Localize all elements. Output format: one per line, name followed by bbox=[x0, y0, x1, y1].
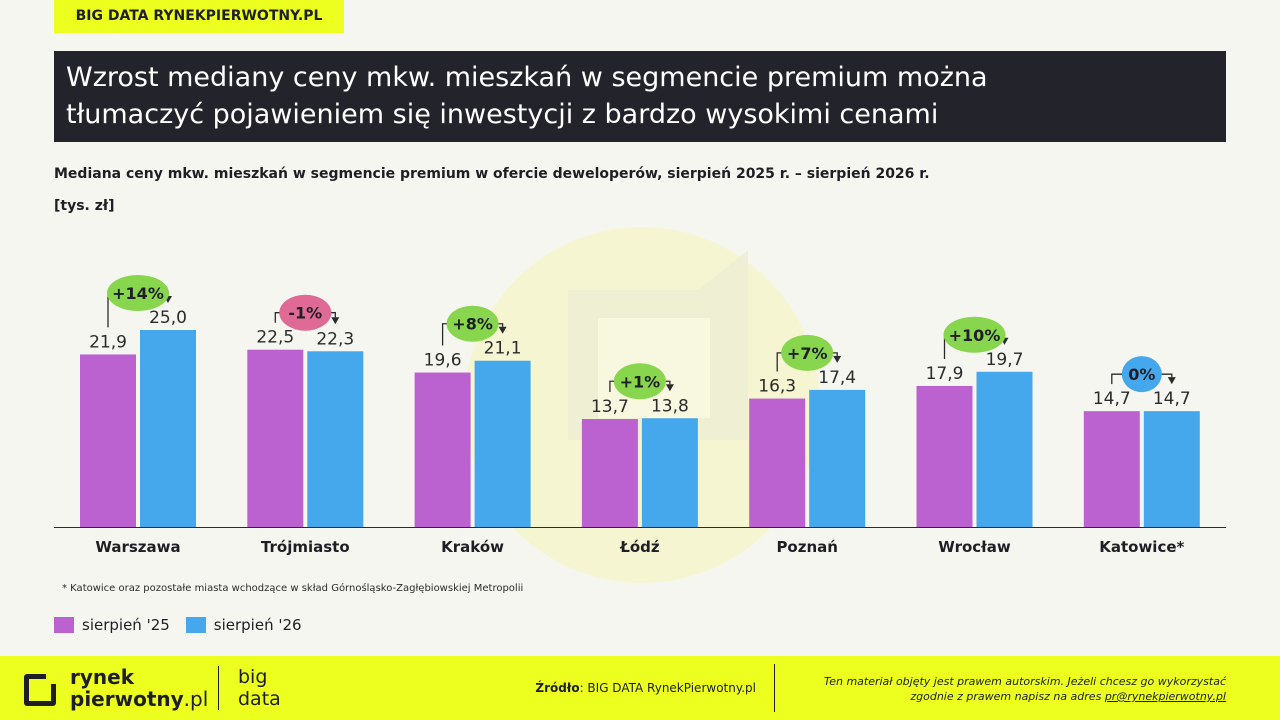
bar-2025-0 bbox=[80, 354, 136, 527]
source-note: Źródło: BIG DATA RynekPierwotny.pl bbox=[480, 681, 756, 695]
footer-bar: rynek pierwotny.pl big data Źródło: BIG … bbox=[0, 656, 1280, 720]
value-label-2026-4: 17,4 bbox=[818, 368, 856, 388]
value-label-2026-0: 25,0 bbox=[149, 308, 187, 328]
bar-2025-2 bbox=[414, 372, 471, 527]
chart-legend: sierpień '25 sierpień '26 bbox=[54, 616, 302, 634]
chart-footnote: * Katowice oraz pozostałe miasta wchodzą… bbox=[62, 583, 524, 594]
value-label-2025-0: 21,9 bbox=[89, 332, 127, 352]
logo-divider bbox=[218, 666, 219, 710]
page-title-line-2: tłumaczyć pojawieniem się inwestycji z b… bbox=[66, 99, 939, 130]
change-pill-4 bbox=[781, 334, 834, 371]
value-label-2025-5: 17,9 bbox=[926, 364, 964, 384]
bar-2025-3 bbox=[581, 419, 638, 527]
bar-2025-4 bbox=[749, 398, 806, 527]
rynekpierwotny-logo-icon bbox=[24, 674, 56, 706]
change-arrowhead-3 bbox=[665, 384, 674, 392]
copyright-email-link[interactable]: pr@rynekpierwotny.pl bbox=[1104, 690, 1226, 703]
category-label-1: Trójmiasto bbox=[261, 538, 350, 556]
change-arrowhead-1 bbox=[331, 317, 340, 325]
bigdata-line-1: big bbox=[238, 666, 268, 688]
rynekpierwotny-logo-text: rynek pierwotny.pl bbox=[70, 666, 208, 710]
value-label-2025-6: 14,7 bbox=[1093, 389, 1131, 409]
category-label-3: Łódź bbox=[619, 538, 660, 556]
value-label-2026-5: 19,7 bbox=[986, 350, 1024, 370]
category-label-0: Warszawa bbox=[95, 538, 180, 556]
legend-label-2025: sierpień '25 bbox=[82, 616, 170, 634]
footer-divider bbox=[774, 664, 775, 712]
category-label-4: Poznań bbox=[776, 538, 838, 556]
change-pill-3 bbox=[613, 363, 666, 400]
change-label-0: +14% bbox=[112, 284, 164, 303]
value-label-2025-4: 16,3 bbox=[758, 377, 796, 397]
chart-title: Mediana ceny mkw. mieszkań w segmencie p… bbox=[54, 166, 930, 182]
change-arrowhead-6 bbox=[1167, 377, 1176, 385]
legend-item-2026: sierpień '26 bbox=[185, 616, 302, 634]
change-pill-2 bbox=[446, 305, 499, 342]
chart-unit: [tys. zł] bbox=[54, 198, 115, 214]
category-label-6: Katowice* bbox=[1099, 538, 1184, 556]
brand-badge: BIG DATA RYNEKPIERWOTNY.PL bbox=[54, 0, 344, 33]
change-pill-5 bbox=[943, 316, 1006, 353]
change-pill-6 bbox=[1121, 356, 1162, 393]
change-arrowhead-2 bbox=[498, 326, 507, 334]
copyright-line-2-text: zgodnie z prawem napisz na adres bbox=[910, 690, 1105, 703]
change-label-1: -1% bbox=[288, 304, 322, 323]
bar-2026-4 bbox=[809, 389, 866, 527]
logo-line-2: pierwotny.pl bbox=[70, 688, 208, 710]
legend-swatch-2025 bbox=[54, 617, 74, 633]
legend-item-2025: sierpień '25 bbox=[54, 616, 170, 634]
category-label-2: Kraków bbox=[441, 538, 504, 556]
bigdata-logo-text: big data bbox=[238, 666, 281, 710]
value-label-2026-3: 13,8 bbox=[651, 396, 689, 416]
value-label-2025-1: 22,5 bbox=[256, 328, 294, 348]
bar-2026-1 bbox=[307, 351, 364, 527]
bar-2026-3 bbox=[641, 418, 698, 527]
title-banner: Wzrost mediany ceny mkw. mieszkań w segm… bbox=[54, 51, 1226, 142]
bar-2025-6 bbox=[1083, 411, 1140, 527]
change-label-5: +10% bbox=[949, 326, 1001, 345]
change-pill-0 bbox=[107, 275, 169, 311]
logo-line-2-main: pierwotny bbox=[70, 687, 184, 711]
logo-line-2-suffix: .pl bbox=[183, 687, 209, 711]
copyright-line-2: zgodnie z prawem napisz na adres pr@ryne… bbox=[766, 689, 1226, 704]
bar-2026-2 bbox=[474, 360, 531, 527]
legend-label-2026: sierpień '26 bbox=[213, 616, 302, 634]
change-arrowhead-4 bbox=[833, 355, 842, 363]
copyright-note: Ten materiał objęty jest prawem autorski… bbox=[766, 674, 1226, 704]
value-label-2026-6: 14,7 bbox=[1153, 389, 1191, 409]
change-pill-1 bbox=[279, 294, 332, 331]
bigdata-line-2: data bbox=[238, 688, 281, 710]
category-label-5: Wrocław bbox=[938, 538, 1011, 556]
logo-line-1: rynek bbox=[70, 665, 135, 689]
legend-swatch-2026 bbox=[185, 617, 206, 633]
bar-2026-0 bbox=[140, 330, 196, 527]
bar-2026-5 bbox=[976, 371, 1033, 527]
bar-2025-5 bbox=[916, 385, 973, 527]
value-label-2026-2: 21,1 bbox=[484, 339, 522, 359]
value-label-2025-3: 13,7 bbox=[591, 397, 629, 417]
change-label-6: 0% bbox=[1128, 365, 1155, 384]
value-label-2026-1: 22,3 bbox=[316, 329, 354, 349]
source-label: Źródło bbox=[535, 681, 580, 695]
value-label-2025-2: 19,6 bbox=[424, 351, 462, 371]
source-text: : BIG DATA RynekPierwotny.pl bbox=[579, 681, 756, 695]
change-label-4: +7% bbox=[787, 344, 828, 363]
page-title-line-1: Wzrost mediany ceny mkw. mieszkań w segm… bbox=[66, 62, 988, 93]
change-label-3: +1% bbox=[620, 372, 661, 391]
bar-2026-6 bbox=[1143, 411, 1200, 527]
copyright-line-1: Ten materiał objęty jest prawem autorski… bbox=[823, 675, 1226, 688]
change-label-2: +8% bbox=[452, 315, 493, 334]
bar-2025-1 bbox=[247, 349, 304, 527]
